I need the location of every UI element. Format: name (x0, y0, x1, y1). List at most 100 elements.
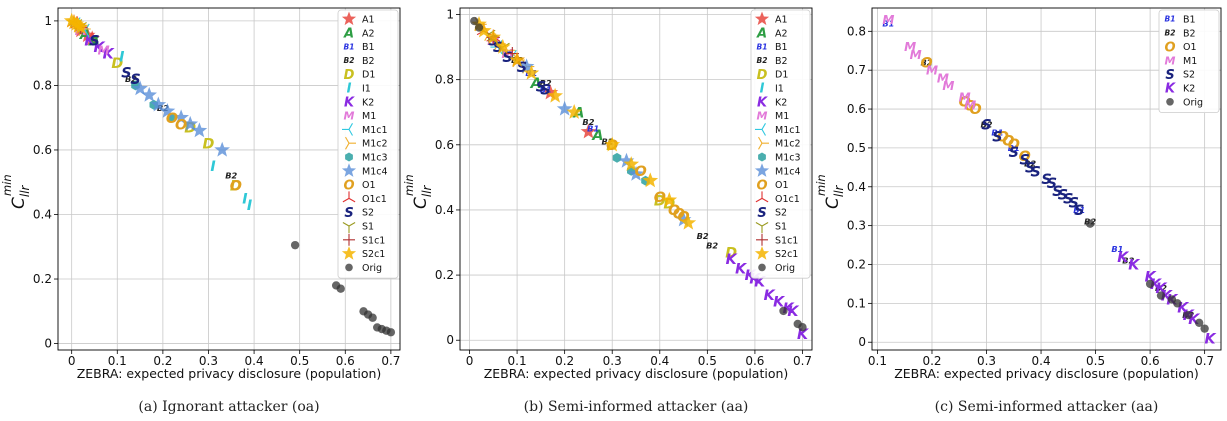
legend-label: M1 (1183, 56, 1197, 67)
letter-o-icon: O (343, 178, 354, 193)
data-point-m1c4 (628, 165, 644, 181)
y-tick-label: 0.2 (435, 268, 454, 282)
star-icon (341, 163, 357, 177)
legend-label: K2 (775, 97, 787, 108)
y-tick-label: 0.1 (847, 296, 866, 310)
y-tick-label: 0 (44, 337, 52, 351)
data-point-k2: K (93, 40, 105, 56)
legend-label: D1 (775, 70, 788, 81)
data-point-o1: O (1002, 133, 1014, 149)
data-point-k2: K (754, 275, 766, 291)
x-tick-label: 0.1 (508, 354, 527, 368)
data-point-s2: S (992, 129, 1002, 145)
y-axis-label-sup: min (0, 174, 14, 196)
y-axis-label: Cllr (9, 184, 32, 209)
legend-label: B1 (1183, 15, 1196, 26)
data-point-s2c1 (73, 19, 89, 34)
data-point-s2: S (536, 79, 546, 95)
data-point-orig (336, 284, 345, 293)
legend-label: S2 (1183, 70, 1195, 81)
data-point-s2: S (1009, 145, 1019, 161)
data-point-m1c4 (150, 96, 167, 112)
data-point-s2: S (493, 40, 503, 56)
data-point-s2c1 (604, 136, 621, 152)
data-point-k2: K (1117, 250, 1129, 266)
data-point-o1: O (166, 111, 178, 127)
data-point-k2: K (764, 288, 776, 304)
y-tick-label: 0.4 (847, 180, 866, 194)
data-point-s2: S (1020, 153, 1030, 169)
letter-s-icon: S (757, 206, 766, 221)
data-point-orig (368, 313, 377, 322)
legend-label: A2 (362, 28, 375, 39)
letter-b1-icon: B1 (344, 42, 355, 51)
data-point-s2c1 (680, 214, 697, 230)
tri-up-icon (755, 191, 769, 203)
data-point-o1: O (959, 94, 971, 110)
data-point-k2: K (773, 294, 785, 310)
tri-right-icon (345, 136, 356, 150)
data-point-k2: K (726, 252, 738, 268)
legend-label: M1c1 (775, 125, 801, 136)
y-tick-label: 0.6 (847, 102, 866, 116)
data-point-o1: O (964, 98, 976, 114)
x-tick-label: 0.7 (1195, 354, 1214, 368)
legend-label: B2 (775, 56, 788, 67)
y-tick-label: 0 (858, 335, 866, 349)
legend-label: S2 (775, 208, 787, 219)
letter-d-icon: D (344, 68, 355, 83)
y-tick-label: 1 (446, 8, 454, 22)
data-point-b2: B2 (540, 78, 552, 88)
dot-icon (758, 263, 766, 272)
y-axis-label-sub: llr (420, 184, 434, 197)
legend-label: A1 (362, 15, 375, 26)
y-axis-label-main: C (823, 197, 843, 209)
x-tick-label: 0.2 (922, 354, 941, 368)
data-point-m1c4 (675, 211, 692, 227)
y-tick-label: 0.6 (435, 138, 454, 152)
data-point-orig (1173, 299, 1182, 308)
legend-label: Orig (1183, 97, 1203, 108)
legend-label: A1 (775, 15, 788, 26)
x-axis-label: ZEBRA: expected privacy disclosure (popu… (77, 366, 382, 381)
legend-label: S2 (362, 208, 374, 219)
data-point-s2: S (1074, 203, 1084, 219)
legend-label: O1c1 (362, 194, 387, 205)
star-icon (341, 246, 357, 260)
x-tick-label: 0.4 (245, 354, 264, 368)
data-point-b2: B2 (697, 231, 709, 241)
data-point-m1c4 (518, 58, 535, 74)
data-point-i1: I (210, 159, 216, 175)
data-point-m1c4 (214, 141, 230, 157)
data-point-b1: B1 (587, 123, 599, 133)
data-point-b2: B2 (582, 117, 594, 127)
x-tick-label: 0.5 (290, 354, 309, 368)
data-point-o1: O (1019, 149, 1031, 165)
x-tick-label: 0.6 (745, 354, 764, 368)
data-point-orig (779, 306, 788, 316)
data-point-k2: K (84, 33, 96, 49)
data-point-m1c4 (173, 109, 189, 125)
data-point-s2c1 (509, 51, 525, 67)
data-point-b1: B1 (1008, 143, 1020, 153)
data-point-k2: K (1205, 331, 1217, 347)
data-point-b2: B2 (1122, 256, 1134, 266)
data-point-orig (290, 240, 300, 250)
data-point-b2: B2 (1024, 158, 1036, 168)
legend-label: I1 (362, 84, 371, 95)
data-point-k2: K (797, 327, 809, 343)
x-axis-label: ZEBRA: expected privacy disclosure (popu… (484, 366, 789, 381)
data-point-m1c4 (141, 86, 157, 102)
data-point-orig (1195, 318, 1204, 327)
data-point-b2: B2 (921, 57, 933, 67)
data-point-b2: B2 (125, 74, 137, 84)
figure-caption: (c) Semi-informed attacker (aa) (935, 399, 1159, 415)
x-tick-label: 0.6 (336, 354, 355, 368)
data-point-b1: B1 (540, 84, 552, 94)
legend-label: O1 (775, 180, 789, 191)
star-icon (754, 11, 770, 26)
y-tick-label: 0.3 (847, 219, 866, 233)
data-point-s2c1 (485, 29, 502, 44)
y-tick-label: 0 (446, 333, 454, 347)
